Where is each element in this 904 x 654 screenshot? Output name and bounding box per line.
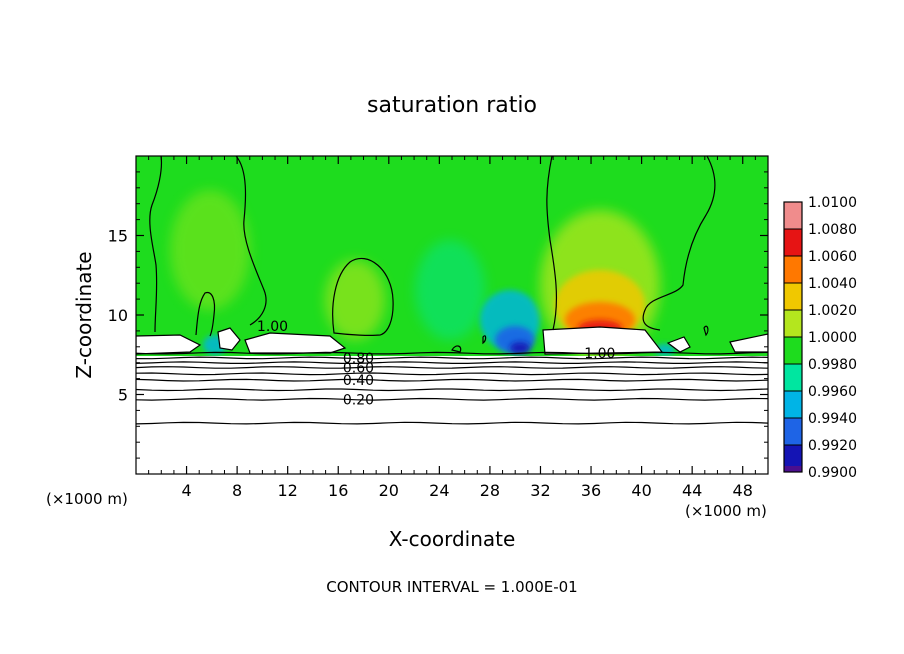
colorbar-swatch — [784, 229, 802, 256]
contour-line — [136, 372, 768, 376]
contour-label: 0.60 — [343, 360, 374, 376]
contour-1.00-small-2 — [703, 325, 709, 337]
y-tick-label: 10 — [108, 306, 128, 325]
cloud-patch-2 — [217, 327, 241, 351]
subsaturated-region — [136, 356, 768, 474]
colorbar-label: 1.0060 — [808, 249, 857, 265]
cloud-patch-4 — [542, 326, 664, 355]
contour-label: 0.40 — [343, 373, 374, 389]
contour-1.00-upper-left-2 — [235, 156, 267, 326]
contour-interval-footer: CONTOUR INTERVAL = 1.000E-01 — [326, 578, 577, 596]
anomaly-cool-4 — [510, 342, 530, 354]
contour-line — [136, 421, 768, 425]
colorbar-swatch-min — [784, 466, 802, 472]
y-axis-ticks: 5 10 15 — [108, 171, 768, 459]
colorbar-swatch — [784, 364, 802, 391]
x-tick-label: 40 — [631, 481, 651, 500]
colorbar-swatch — [784, 418, 802, 445]
x-tick-label: 48 — [733, 481, 753, 500]
contour-line — [136, 378, 768, 382]
colorbar: 0.9900 0.9920 0.9940 0.9960 0.9980 1.0000 1.00… — [783, 195, 857, 481]
colorbar-swatch — [784, 256, 802, 283]
contour-1.00-upper-right — [642, 156, 716, 331]
colorbar-swatch — [784, 283, 802, 310]
contour-line — [136, 397, 768, 401]
contour-1.00-upper-mid — [546, 156, 558, 331]
colorbar-label: 0.9920 — [808, 438, 857, 454]
contour-line — [136, 361, 768, 364]
y-tick-label: 15 — [108, 227, 128, 246]
anomaly-light-1 — [170, 190, 250, 310]
chart-title: saturation ratio — [367, 93, 537, 118]
cloud-patch-5 — [666, 336, 691, 353]
x-tick-label: 44 — [682, 481, 702, 500]
x-tick-label: 12 — [278, 481, 298, 500]
cloud-base-patches — [136, 326, 768, 355]
contour-1.00-dome-1 — [195, 291, 216, 337]
colorbar-label: 1.0000 — [808, 330, 857, 346]
subsaturated-contours — [136, 351, 768, 425]
contour-line — [136, 388, 768, 392]
contour-line — [136, 356, 768, 360]
x-tick-label: 28 — [480, 481, 500, 500]
contour-label: 1.00 — [257, 319, 288, 335]
colorbar-label: 1.0040 — [808, 276, 857, 292]
x-axis-unit-right: (×1000 m) — [685, 502, 767, 520]
colorbar-swatch — [784, 310, 802, 337]
colorbar-swatch — [784, 337, 802, 364]
colorbar-label: 1.0100 — [808, 195, 857, 211]
x-axis-label: X-coordinate — [389, 527, 516, 551]
colorbar-label: 1.0020 — [808, 303, 857, 319]
colorbar-label: 1.0080 — [808, 222, 857, 238]
x-tick-label: 20 — [379, 481, 399, 500]
contour-1.00-dome-2 — [332, 257, 394, 336]
y-axis-label: Z-coordinate — [72, 251, 96, 378]
x-tick-label: 36 — [581, 481, 601, 500]
saturated-field — [136, 156, 768, 360]
x-tick-label: 4 — [181, 481, 191, 500]
contour-labels: 1.00 1.00 0.800.600.40 0.20 — [257, 319, 616, 408]
contour-1.00-small-3 — [451, 345, 462, 353]
contour-label: 1.00 — [584, 346, 615, 362]
colorbar-swatch — [784, 391, 802, 418]
colorbar-swatch — [784, 202, 802, 229]
cloud-patch-1 — [136, 334, 202, 355]
anomaly-light-2 — [325, 260, 385, 340]
contour-1.00-small-1 — [482, 335, 487, 345]
plot-area — [136, 156, 768, 474]
contour-line — [136, 351, 768, 355]
contour-lines — [149, 156, 716, 353]
colorbar-label: 0.9960 — [808, 384, 857, 400]
contour-line — [136, 366, 768, 369]
x-axis-ticks: 4 8 12 16 20 24 28 32 36 40 44 48 — [148, 156, 756, 500]
colorbar-label: 0.9940 — [808, 411, 857, 427]
anomaly-cool-1 — [415, 240, 485, 340]
x-tick-label: 32 — [530, 481, 550, 500]
cloud-patch-6 — [729, 333, 768, 353]
x-tick-label: 24 — [429, 481, 449, 500]
contour-label: 0.80 — [343, 351, 374, 367]
cloud-patch-3 — [244, 332, 347, 354]
x-tick-label: 16 — [328, 481, 348, 500]
colorbar-swatch — [784, 445, 802, 472]
contour-1.00-upper-left — [149, 156, 163, 333]
contour-label: 0.20 — [343, 392, 374, 408]
colorbar-label: 0.9980 — [808, 357, 857, 373]
colorbar-label: 0.9900 — [808, 465, 857, 481]
y-tick-label: 5 — [118, 386, 128, 405]
x-axis-unit-left: (×1000 m) — [46, 490, 128, 508]
x-tick-label: 8 — [232, 481, 242, 500]
